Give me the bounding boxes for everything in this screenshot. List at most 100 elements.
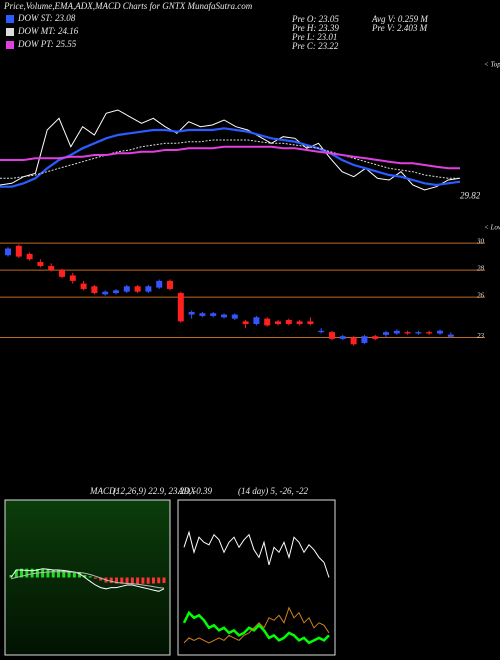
histogram-bar — [157, 577, 161, 584]
histogram-bar — [14, 569, 18, 578]
candle-body — [59, 270, 65, 277]
histogram-bar — [130, 577, 134, 585]
candle-body — [339, 336, 346, 339]
histogram-bar — [109, 577, 113, 584]
stat-text: Pre C: 23.22 — [291, 41, 339, 51]
histogram-bar — [99, 577, 103, 581]
candle-body — [242, 321, 249, 325]
histogram-bar — [78, 572, 82, 578]
histogram-bar — [151, 577, 155, 584]
histogram-bar — [93, 577, 97, 579]
histogram-bar — [141, 577, 145, 584]
legend-label: DOW PT: 25.55 — [17, 39, 77, 49]
candle-body — [69, 275, 76, 281]
legend-label: DOW MT: 24.16 — [17, 26, 79, 36]
legend-swatch — [6, 15, 14, 23]
histogram-bar — [30, 568, 34, 578]
stat-text: Pre L: 23.01 — [291, 32, 337, 42]
adx-line — [183, 530, 330, 578]
histogram-bar — [88, 576, 92, 578]
legend-swatch — [6, 28, 14, 36]
candle-body — [123, 286, 130, 292]
stat-text: Avg V: 0.259 M — [371, 14, 428, 24]
panel-title: ADX — [177, 486, 196, 496]
stat-text: Pre H: 23.39 — [291, 23, 339, 33]
adx-panel — [177, 499, 336, 656]
histogram-bar — [72, 571, 76, 578]
candle-body — [426, 332, 433, 334]
candle-body — [145, 286, 152, 292]
candle-body — [156, 280, 163, 288]
candle-body — [5, 248, 11, 256]
panel-params: (14 day) 5, -26, -22 — [238, 486, 308, 496]
candle-body — [307, 321, 314, 325]
panel-title: MACD: — [89, 486, 119, 496]
candle-body — [393, 330, 400, 334]
histogram-bar — [125, 577, 129, 584]
y-tick-label: 30 — [476, 238, 485, 246]
page-title: Price,Volume,EMA,ADX,MACD Charts for GNT… — [3, 1, 253, 11]
candle-body — [275, 321, 281, 325]
histogram-bar — [20, 568, 24, 578]
adx-line — [183, 606, 330, 644]
candle-body — [383, 332, 389, 335]
price-line — [0, 145, 460, 170]
y-tick-label: 28 — [477, 265, 485, 273]
candle-body — [264, 318, 271, 326]
legend-label: DOW ST: 23.08 — [17, 13, 76, 23]
histogram-bar — [62, 570, 66, 578]
stat-text: Pre O: 23.05 — [291, 14, 339, 24]
histogram-bar — [51, 569, 55, 578]
histogram-bar — [115, 577, 119, 584]
candle-body — [167, 280, 173, 289]
price-line — [0, 127, 461, 188]
macd-panel — [4, 499, 171, 656]
histogram-bar — [67, 571, 71, 578]
candle-body — [285, 320, 292, 325]
candle-body — [91, 286, 98, 294]
candle-body — [80, 283, 87, 289]
panel-params: (12,26,9) 22.9, 23.29, -0.39 — [113, 486, 212, 496]
candle-body — [447, 334, 454, 337]
histogram-bar — [162, 577, 166, 584]
macd-line — [10, 568, 165, 592]
histogram-bar — [46, 569, 50, 578]
candle-body — [199, 313, 206, 316]
histogram-bar — [41, 569, 45, 578]
candle-body — [415, 332, 422, 334]
histogram-bar — [146, 577, 150, 584]
candle-body — [15, 245, 22, 257]
annotation: < Tops — [484, 61, 500, 69]
candle-body — [210, 313, 217, 316]
adx-line — [182, 610, 330, 645]
price-line — [0, 109, 461, 191]
y-tick-label: 23 — [477, 332, 485, 340]
candle-body — [188, 311, 195, 315]
candle-body — [253, 317, 260, 325]
candle-body — [329, 332, 335, 339]
candle-body — [26, 253, 33, 260]
candle-body — [318, 330, 325, 333]
candle-body — [102, 291, 109, 295]
histogram-bar — [25, 568, 29, 578]
candle-body — [37, 261, 44, 267]
candle-body — [231, 314, 238, 319]
histogram-bar — [136, 577, 140, 585]
candle-body — [177, 293, 184, 322]
candle-body — [221, 314, 227, 318]
price-label: 29.82 — [460, 190, 481, 200]
candle-body — [113, 290, 119, 294]
candle-body — [48, 266, 55, 271]
histogram-bar — [83, 574, 87, 578]
stat-text: Pre V: 2.403 M — [371, 23, 428, 33]
candle-body — [134, 286, 141, 292]
candle-body — [361, 336, 368, 343]
annotation: < Lows — [484, 224, 500, 232]
y-tick-label: 26 — [477, 292, 485, 300]
histogram-bar — [9, 574, 13, 578]
price-line — [0, 139, 460, 179]
candle-body — [350, 337, 357, 345]
legend-swatch — [6, 41, 14, 49]
histogram-bar — [120, 577, 124, 584]
